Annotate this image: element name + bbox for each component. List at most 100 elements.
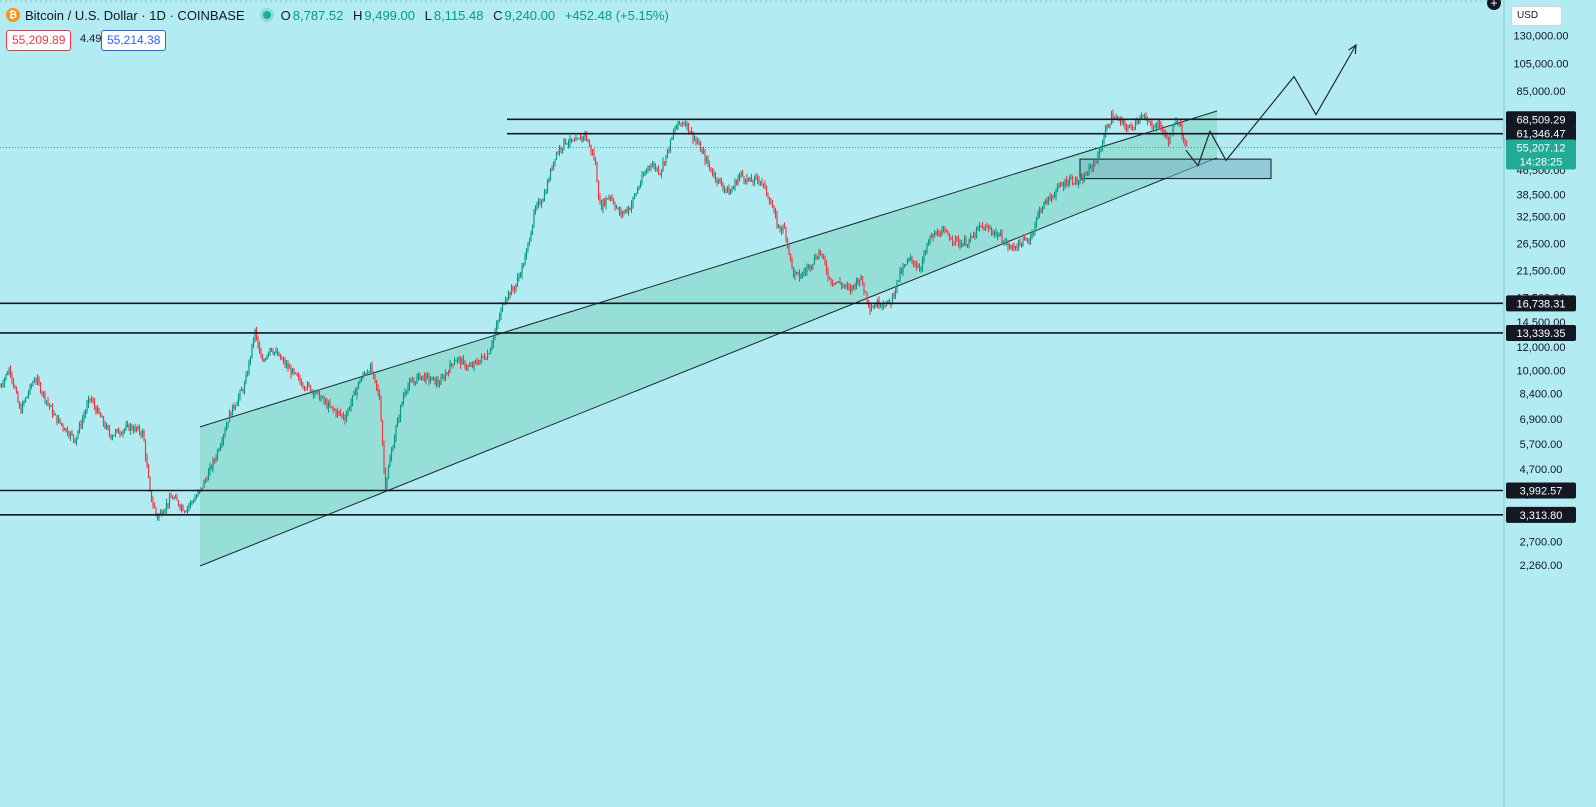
candle-down — [297, 375, 300, 378]
candle-up — [417, 373, 420, 377]
candle-down — [365, 373, 367, 375]
candle-down — [476, 361, 478, 364]
candle-down — [611, 197, 613, 200]
candle-down — [1001, 233, 1003, 243]
open-value: 8,787.52 — [292, 7, 344, 23]
level-tag-label: 3,313.80 — [1520, 510, 1563, 522]
buy-button[interactable]: 55,214.38 — [101, 30, 167, 51]
level-tag[interactable] — [1506, 295, 1576, 312]
candle-down — [752, 181, 754, 183]
candle-down — [590, 144, 592, 152]
candle-up — [27, 392, 30, 397]
candle-up — [993, 232, 996, 235]
projection-path[interactable] — [1185, 43, 1357, 167]
candle-up — [398, 418, 400, 420]
sell-button[interactable]: 55,209.89 — [6, 30, 72, 51]
candle-up — [1053, 196, 1056, 198]
candle-up — [561, 147, 564, 150]
candle-down — [459, 358, 462, 365]
candle-down — [305, 388, 307, 390]
candle-up — [404, 391, 406, 397]
candle-up — [363, 373, 366, 375]
candle-up — [690, 131, 693, 133]
candle-up — [8, 369, 10, 375]
candle-down — [485, 358, 487, 360]
candle-up — [623, 211, 625, 214]
channel-lower-line[interactable] — [199, 157, 1218, 567]
candle-up — [924, 251, 927, 254]
add-icon[interactable]: + — [1487, 0, 1501, 10]
candle-down — [99, 413, 102, 418]
candle-up — [674, 129, 676, 133]
candle-up — [246, 373, 249, 376]
support-box-rect[interactable] — [1079, 158, 1272, 180]
candle-up — [620, 211, 622, 215]
candle-up — [29, 385, 31, 393]
candle-down — [426, 374, 429, 376]
candle-up — [473, 361, 475, 367]
trend-channel[interactable] — [199, 110, 1218, 567]
candle-down — [1095, 161, 1098, 163]
candle-up — [737, 178, 739, 185]
candle-up — [531, 225, 534, 234]
candle-down — [650, 165, 652, 167]
candle-up — [855, 279, 858, 288]
candle-up — [408, 381, 411, 387]
channel-upper-line[interactable] — [199, 110, 1218, 428]
y-tick-label: 38,500.00 — [1517, 190, 1566, 202]
price-axis[interactable]: 2,260.002,700.003,250.003,900.004,700.00… — [1503, 0, 1596, 807]
candle-down — [377, 386, 379, 392]
candle-up — [647, 166, 649, 171]
candle-up — [545, 192, 547, 194]
candle-up — [387, 466, 390, 479]
candle-down — [384, 469, 387, 489]
candle-up — [254, 329, 256, 341]
candle-up — [87, 398, 90, 405]
candle-down — [233, 404, 235, 408]
candle-up — [243, 383, 246, 392]
candle-down — [884, 305, 886, 307]
candle-down — [551, 168, 553, 170]
candle-down — [276, 351, 279, 356]
candle-down — [447, 372, 450, 374]
candle-down — [1161, 126, 1164, 133]
candle-up — [845, 285, 847, 287]
level-tag[interactable] — [1506, 125, 1576, 142]
candle-down — [437, 379, 439, 384]
candle-up — [285, 363, 288, 366]
level-tag[interactable] — [1506, 506, 1576, 523]
level-tag[interactable] — [1506, 482, 1576, 499]
candle-up — [489, 348, 492, 354]
currency-selector[interactable]: USD — [1511, 6, 1562, 26]
candle-down — [1008, 247, 1011, 249]
candle-down — [956, 236, 958, 239]
level-tag[interactable] — [1506, 324, 1576, 341]
candle-up — [324, 401, 327, 403]
candle-down — [414, 381, 417, 384]
candle-down — [996, 232, 999, 237]
candle-up — [515, 284, 517, 290]
candle-down — [1002, 242, 1005, 244]
support-box[interactable] — [1079, 158, 1272, 180]
candle-down — [354, 391, 357, 396]
candle-down — [261, 358, 264, 361]
candle-down — [767, 194, 769, 199]
horizontal-levels[interactable] — [0, 118, 1503, 516]
candle-up — [57, 418, 60, 423]
symbol-title[interactable]: Bitcoin / U.S. Dollar · 1D · COINBASE — [25, 7, 245, 23]
candle-up — [1086, 173, 1089, 176]
projection-line[interactable] — [1185, 44, 1357, 167]
candle-down — [797, 272, 799, 274]
candle-up — [311, 390, 313, 392]
candle-down — [329, 403, 331, 407]
candle-up — [891, 294, 894, 304]
last-price-tag[interactable] — [1506, 139, 1576, 170]
candle-down — [854, 285, 856, 288]
candle-down — [1107, 124, 1110, 127]
candle-down — [573, 140, 576, 142]
level-tag[interactable] — [1506, 111, 1576, 128]
candle-up — [413, 381, 415, 383]
candle-up — [885, 302, 888, 307]
candle-down — [1181, 123, 1183, 136]
